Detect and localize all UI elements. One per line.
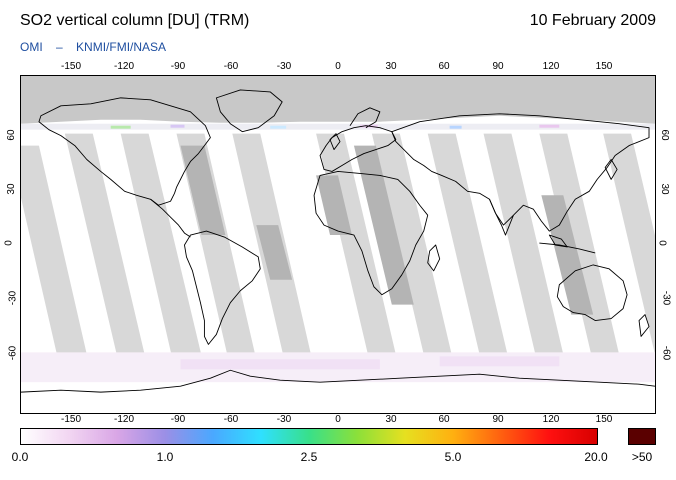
map-date: 10 February 2009 bbox=[529, 12, 656, 29]
orbit-swath bbox=[21, 145, 87, 355]
lat-tick-right: 60 bbox=[659, 129, 671, 141]
lon-tick-bottom: 30 bbox=[385, 414, 397, 425]
lon-tick-top: -120 bbox=[113, 61, 135, 72]
lon-tick-bottom: 90 bbox=[492, 414, 504, 425]
coast-indonesia bbox=[539, 242, 596, 254]
orbit-swath bbox=[539, 133, 620, 355]
coast-india bbox=[489, 199, 514, 236]
map-title: SO2 vertical column [DU] (TRM) bbox=[20, 12, 250, 29]
credit-line: OMI – KNMI/FMI/NASA bbox=[20, 40, 176, 54]
coast-north-america bbox=[38, 97, 211, 206]
lat-tick-left: -60 bbox=[7, 345, 19, 361]
lon-tick-top: 30 bbox=[385, 61, 397, 72]
coast-madagascar bbox=[427, 244, 441, 272]
lon-tick-top: 120 bbox=[542, 61, 560, 72]
lat-tick-right: -60 bbox=[660, 345, 672, 361]
colorbar-tick-label: 20.0 bbox=[584, 450, 608, 464]
coast-antarctica bbox=[21, 369, 655, 393]
polar-edge-noise bbox=[21, 123, 655, 130]
lon-tick-bottom: -30 bbox=[276, 414, 292, 425]
coast-japan bbox=[604, 159, 618, 180]
orbit-swath bbox=[427, 133, 508, 355]
colorbar-tick-label: 5.0 bbox=[444, 450, 462, 464]
lon-tick-bottom: -120 bbox=[113, 414, 135, 425]
credit-dash: – bbox=[56, 40, 63, 54]
lat-tick-right: 0 bbox=[656, 240, 668, 246]
credit-sources: KNMI/FMI/NASA bbox=[76, 40, 167, 54]
coast-new-zealand bbox=[638, 314, 650, 337]
lon-tick-bottom: -90 bbox=[170, 414, 186, 425]
colorbar-gradient bbox=[20, 428, 598, 445]
colorbar-tick-label: 1.0 bbox=[156, 450, 174, 464]
lon-tick-bottom: -60 bbox=[223, 414, 239, 425]
lon-tick-top: -150 bbox=[60, 61, 82, 72]
orbit-swaths bbox=[21, 133, 655, 360]
lat-tick-right: 30 bbox=[659, 183, 671, 195]
orbit-swath bbox=[371, 133, 452, 355]
lon-tick-top: 90 bbox=[492, 61, 504, 72]
lon-tick-bottom: 120 bbox=[542, 414, 560, 425]
lat-tick-left: -30 bbox=[7, 290, 19, 306]
orbit-swath bbox=[603, 133, 655, 355]
lat-tick-right: -30 bbox=[660, 290, 672, 306]
colorbar-over-swatch bbox=[628, 428, 656, 445]
land-swath-overlap bbox=[180, 145, 594, 315]
lon-tick-top: -60 bbox=[223, 61, 239, 72]
coast-greenland bbox=[215, 89, 283, 133]
colorbar-tick-label: 2.5 bbox=[300, 450, 318, 464]
colorbar-tick-label: 0.0 bbox=[11, 450, 29, 464]
lat-tick-left: 60 bbox=[6, 129, 18, 141]
orbit-swath bbox=[483, 133, 564, 355]
lon-tick-bottom: -150 bbox=[60, 414, 82, 425]
coast-europe bbox=[319, 125, 397, 172]
lon-tick-top: -90 bbox=[170, 61, 186, 72]
lon-tick-top: -30 bbox=[276, 61, 292, 72]
coast-asia bbox=[391, 113, 650, 232]
orbit-swath bbox=[64, 133, 145, 355]
coast-south-america bbox=[184, 230, 261, 345]
lat-tick-left: 30 bbox=[6, 183, 18, 195]
lon-tick-bottom: 60 bbox=[438, 414, 450, 425]
coast-africa bbox=[313, 170, 429, 296]
coast-australia bbox=[556, 264, 628, 321]
so2-world-map bbox=[20, 75, 656, 414]
coast-uk bbox=[329, 133, 341, 151]
coast-scandinavia bbox=[349, 107, 381, 129]
lon-tick-top: 0 bbox=[335, 61, 341, 72]
lon-tick-bottom: 150 bbox=[595, 414, 613, 425]
orbit-swath bbox=[120, 133, 203, 360]
lon-tick-top: 150 bbox=[595, 61, 613, 72]
credit-instrument: OMI bbox=[20, 40, 43, 54]
north-polar-no-data bbox=[21, 76, 655, 124]
colorbar-over-label: >50 bbox=[631, 450, 653, 464]
coastlines bbox=[21, 89, 655, 393]
coast-central-america bbox=[150, 198, 191, 238]
lon-tick-bottom: 0 bbox=[335, 414, 341, 425]
lon-tick-top: 60 bbox=[438, 61, 450, 72]
lat-tick-left: 0 bbox=[3, 240, 15, 246]
